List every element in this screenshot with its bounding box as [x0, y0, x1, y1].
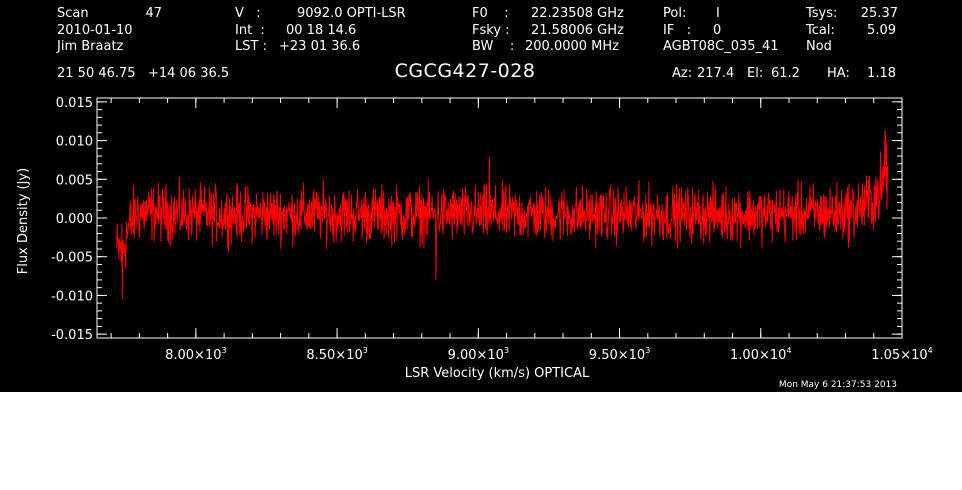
x-tick-label: 1.00×104 — [730, 346, 791, 363]
az-value: 217.4 — [697, 66, 735, 81]
tcal-label: Tcal: — [806, 23, 835, 38]
x-tick-label-mantissa: 9.00×10 — [448, 348, 504, 363]
y-axis-title: Flux Density (Jy) — [16, 168, 31, 274]
y-tick-label: -0.015 — [51, 328, 93, 343]
observer: Jim Braatz — [57, 39, 124, 54]
plot-panel: Scan 47 V : 9092.0 OPTI-LSR F0 : 22.2350… — [0, 0, 962, 392]
y-tick-label: 0.000 — [56, 212, 93, 227]
y-tick-label: 0.015 — [56, 96, 93, 111]
x-tick-label: 9.50×103 — [589, 346, 650, 363]
y-tick-label: 0.005 — [56, 173, 93, 188]
observation-date: 2010-01-10 — [57, 23, 133, 38]
x-tick-label-exponent: 3 — [504, 346, 509, 355]
x-tick-label-mantissa: 1.00×10 — [730, 348, 786, 363]
x-tick-label: 8.00×103 — [165, 346, 226, 363]
x-axis-title: LSR Velocity (km/s) OPTICAL — [405, 366, 590, 381]
x-tick-label-exponent: 3 — [222, 346, 227, 355]
pol-label: Pol: — [663, 6, 687, 21]
x-tick-label-exponent: 4 — [928, 346, 933, 355]
x-tick-label: 9.00×103 — [448, 346, 509, 363]
project-id: AGBT08C_035_41 — [663, 39, 779, 54]
pol-value: I — [716, 6, 720, 21]
chart-title: CGCG427-028 — [394, 60, 536, 82]
scan-label: Scan — [57, 6, 89, 21]
v-label: V : — [235, 6, 261, 21]
ha-label: HA: — [827, 66, 850, 81]
x-tick-label-mantissa: 8.00×10 — [165, 348, 221, 363]
int-value: 00 18 14.6 — [286, 23, 357, 38]
az-label: Az: — [672, 66, 693, 81]
f0-value: 22.23508 GHz — [531, 6, 624, 21]
spectrum-chart: 0.015 0.010 0.005 0.000 -0.005 -0.010 -0.015 8.… — [16, 96, 933, 381]
x-tick-label-mantissa: 9.50×10 — [589, 348, 645, 363]
spectrum-trace — [116, 130, 889, 299]
x-tick-label-exponent: 3 — [645, 346, 650, 355]
tsys-value: 25.37 — [860, 6, 898, 21]
f0-label: F0 : — [472, 6, 509, 21]
fsky-value: 21.58006 GHz — [531, 23, 624, 38]
if-label: IF : — [663, 23, 692, 38]
el-label: El: — [747, 66, 764, 81]
bw-label: BW : — [472, 39, 515, 54]
observing-mode: Nod — [806, 39, 832, 54]
lst-label: LST : — [235, 39, 267, 54]
tsys-label: Tsys: — [806, 6, 838, 21]
bw-value: 200.0000 MHz — [525, 39, 619, 54]
if-value: 0 — [713, 23, 722, 38]
v-value: 9092.0 OPTI-LSR — [297, 6, 406, 21]
int-label: Int : — [235, 23, 265, 38]
source-coordinates: 21 50 46.75 +14 06 36.5 — [57, 66, 230, 81]
ha-value: 1.18 — [867, 66, 896, 81]
y-tick-label: -0.010 — [51, 289, 93, 304]
tcal-value: 5.09 — [867, 23, 896, 38]
x-tick-label-mantissa: 1.05×10 — [871, 348, 927, 363]
lst-value: +23 01 36.6 — [279, 39, 361, 54]
x-tick-label: 8.50×103 — [306, 346, 367, 363]
x-tick-label-exponent: 4 — [786, 346, 791, 355]
x-tick-label: 1.05×104 — [871, 346, 932, 363]
y-tick-label: 0.010 — [56, 135, 93, 150]
y-tick-label: -0.005 — [51, 251, 93, 266]
el-value: 61.2 — [771, 66, 800, 81]
scan-number: 47 — [145, 6, 162, 21]
x-tick-label-exponent: 3 — [363, 346, 368, 355]
fsky-label: Fsky : — [472, 23, 510, 38]
timestamp: Mon May 6 21:37:53 2013 — [778, 380, 897, 390]
x-tick-label-mantissa: 8.50×10 — [306, 348, 362, 363]
